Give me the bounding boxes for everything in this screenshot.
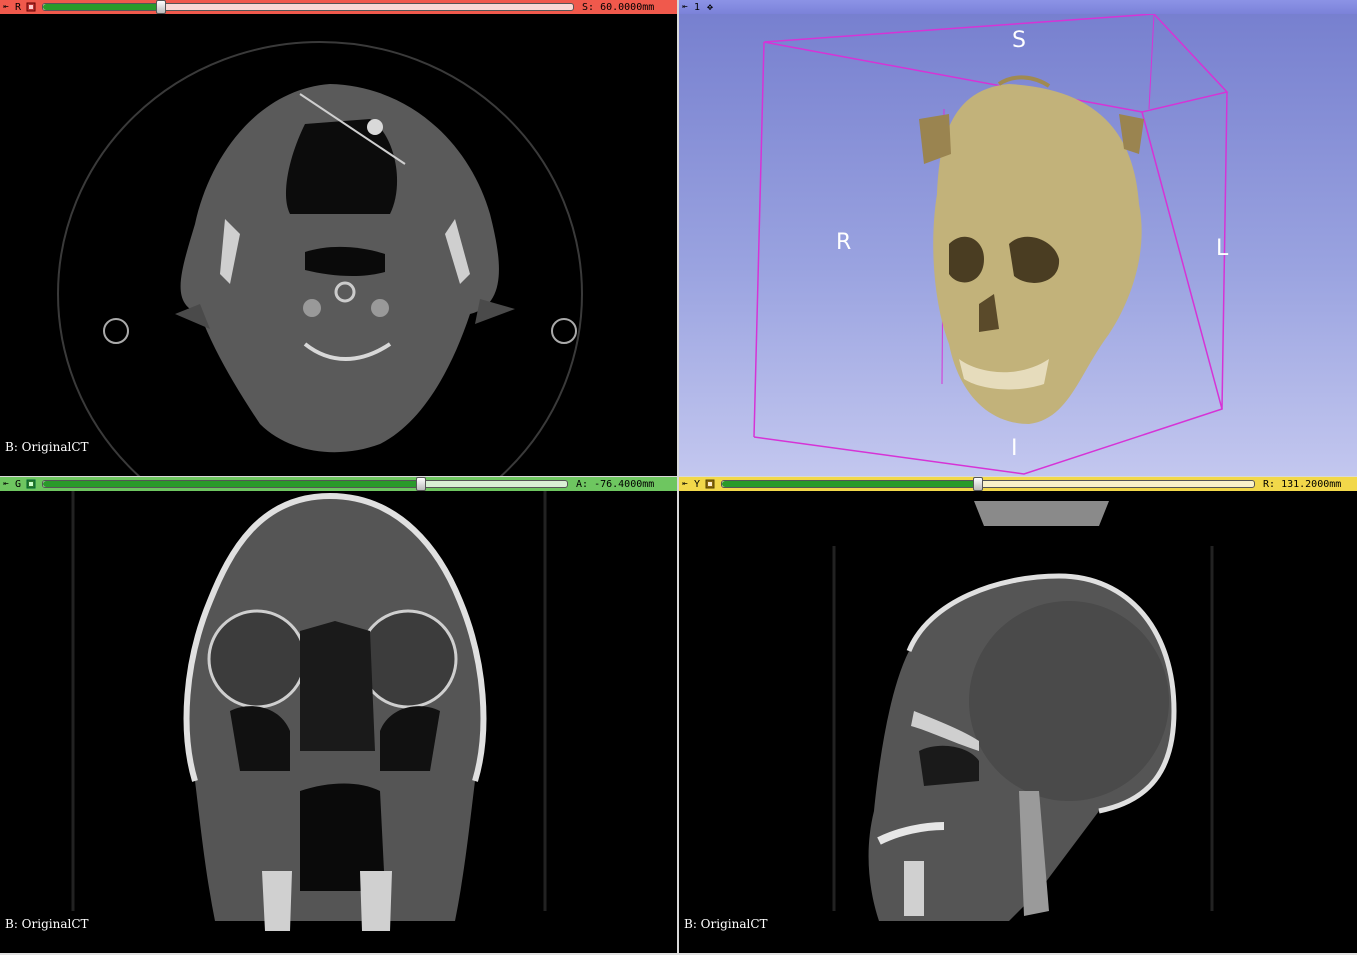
view-splitter-vertical[interactable]	[677, 0, 679, 955]
offset-axis-label: S:	[582, 1, 595, 13]
coronal-offset-slider[interactable]	[42, 477, 568, 491]
background-volume-label: B: OriginalCT	[5, 917, 89, 931]
offset-value: -76.4000mm	[594, 478, 655, 490]
coronal-slice-controller: ⇤ G A: -76.4000mm	[0, 477, 677, 491]
view-number: 1	[693, 1, 701, 13]
coronal-ct-image	[71, 491, 547, 931]
orientation-label-right: R	[836, 230, 852, 255]
orientation-label-inferior: I	[1011, 436, 1018, 461]
orientation-label-superior: S	[1012, 28, 1026, 53]
coronal-slice-view[interactable]: ⇤ G A: -76.4000mm B: OriginalCT	[0, 477, 677, 954]
pin-icon[interactable]: ⇤	[3, 2, 9, 12]
axial-offset-slider[interactable]	[42, 0, 574, 14]
slider-handle[interactable]	[155, 0, 166, 14]
volume-rendering	[753, 14, 1229, 475]
3d-render-view[interactable]: ⇤ 1 ✥ S R L I	[679, 0, 1357, 476]
axial-ct-image	[57, 41, 583, 476]
link-icon[interactable]	[24, 0, 38, 14]
slider-handle[interactable]	[416, 477, 427, 491]
sagittal-ct-image	[832, 501, 1214, 921]
sagittal-slice-view[interactable]: ⇤ Y R: 131.2000mm B: OriginalCT	[679, 477, 1357, 954]
offset-value: 60.0000mm	[600, 1, 655, 13]
view-letter: G	[14, 478, 22, 490]
background-volume-label: B: OriginalCT	[5, 440, 89, 454]
offset-axis-label: A:	[576, 478, 589, 490]
link-icon[interactable]	[24, 477, 38, 491]
sagittal-offset-slider[interactable]	[721, 477, 1255, 491]
bottom-border	[0, 953, 1357, 955]
offset-value: 131.2000mm	[1281, 478, 1342, 490]
pin-icon[interactable]: ⇤	[682, 2, 688, 12]
view-splitter-horizontal[interactable]	[0, 476, 1357, 477]
sagittal-slice-controller: ⇤ Y R: 131.2000mm	[679, 477, 1357, 491]
pin-icon[interactable]: ⇤	[3, 479, 9, 489]
3d-view-controls-icon[interactable]: ✥	[706, 1, 714, 13]
link-icon[interactable]	[703, 477, 717, 491]
3d-scene[interactable]: S R L I	[679, 14, 1357, 476]
axial-slice-controller: ⇤ R S: 60.0000mm	[0, 0, 677, 14]
view-letter: Y	[693, 478, 701, 490]
slider-handle[interactable]	[973, 477, 984, 491]
background-volume-label: B: OriginalCT	[684, 917, 768, 931]
orientation-label-left: L	[1216, 236, 1229, 261]
view-letter: R	[14, 1, 22, 13]
3d-view-controller: ⇤ 1 ✥	[679, 0, 1357, 14]
offset-axis-label: R:	[1263, 478, 1276, 490]
axial-slice-view[interactable]: ⇤ R S: 60.0000mm B: OriginalCT	[0, 0, 677, 476]
pin-icon[interactable]: ⇤	[682, 479, 688, 489]
